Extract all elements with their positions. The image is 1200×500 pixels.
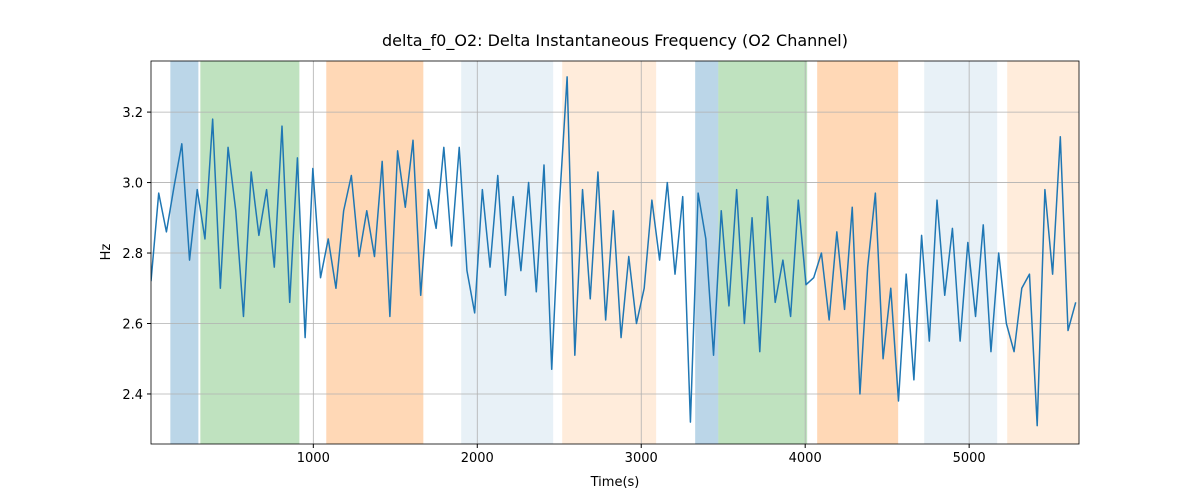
y-tick-label: 3.0 — [122, 177, 143, 192]
span — [817, 61, 899, 444]
plot-frame — [150, 60, 1080, 445]
span — [170, 61, 199, 444]
x-tick-label: 2000 — [461, 451, 494, 466]
y-tick-label: 2.6 — [122, 317, 143, 332]
y-axis-label: Hz — [99, 244, 114, 261]
data-line — [151, 76, 1077, 427]
y-tick-label: 3.2 — [122, 106, 143, 121]
span — [200, 61, 300, 444]
span — [924, 61, 998, 444]
x-tick-label: 1000 — [297, 451, 330, 466]
span — [461, 61, 554, 444]
span — [718, 61, 808, 444]
x-tick-label: 5000 — [953, 451, 986, 466]
chart-title: delta_f0_O2: Delta Instantaneous Frequen… — [382, 31, 848, 51]
x-tick-label: 3000 — [625, 451, 658, 466]
x-tick-label: 4000 — [789, 451, 822, 466]
y-tick-label: 2.8 — [122, 247, 143, 262]
x-axis-label: Time(s) — [590, 475, 640, 490]
span — [562, 61, 657, 444]
y-tick-label: 2.4 — [122, 388, 143, 403]
